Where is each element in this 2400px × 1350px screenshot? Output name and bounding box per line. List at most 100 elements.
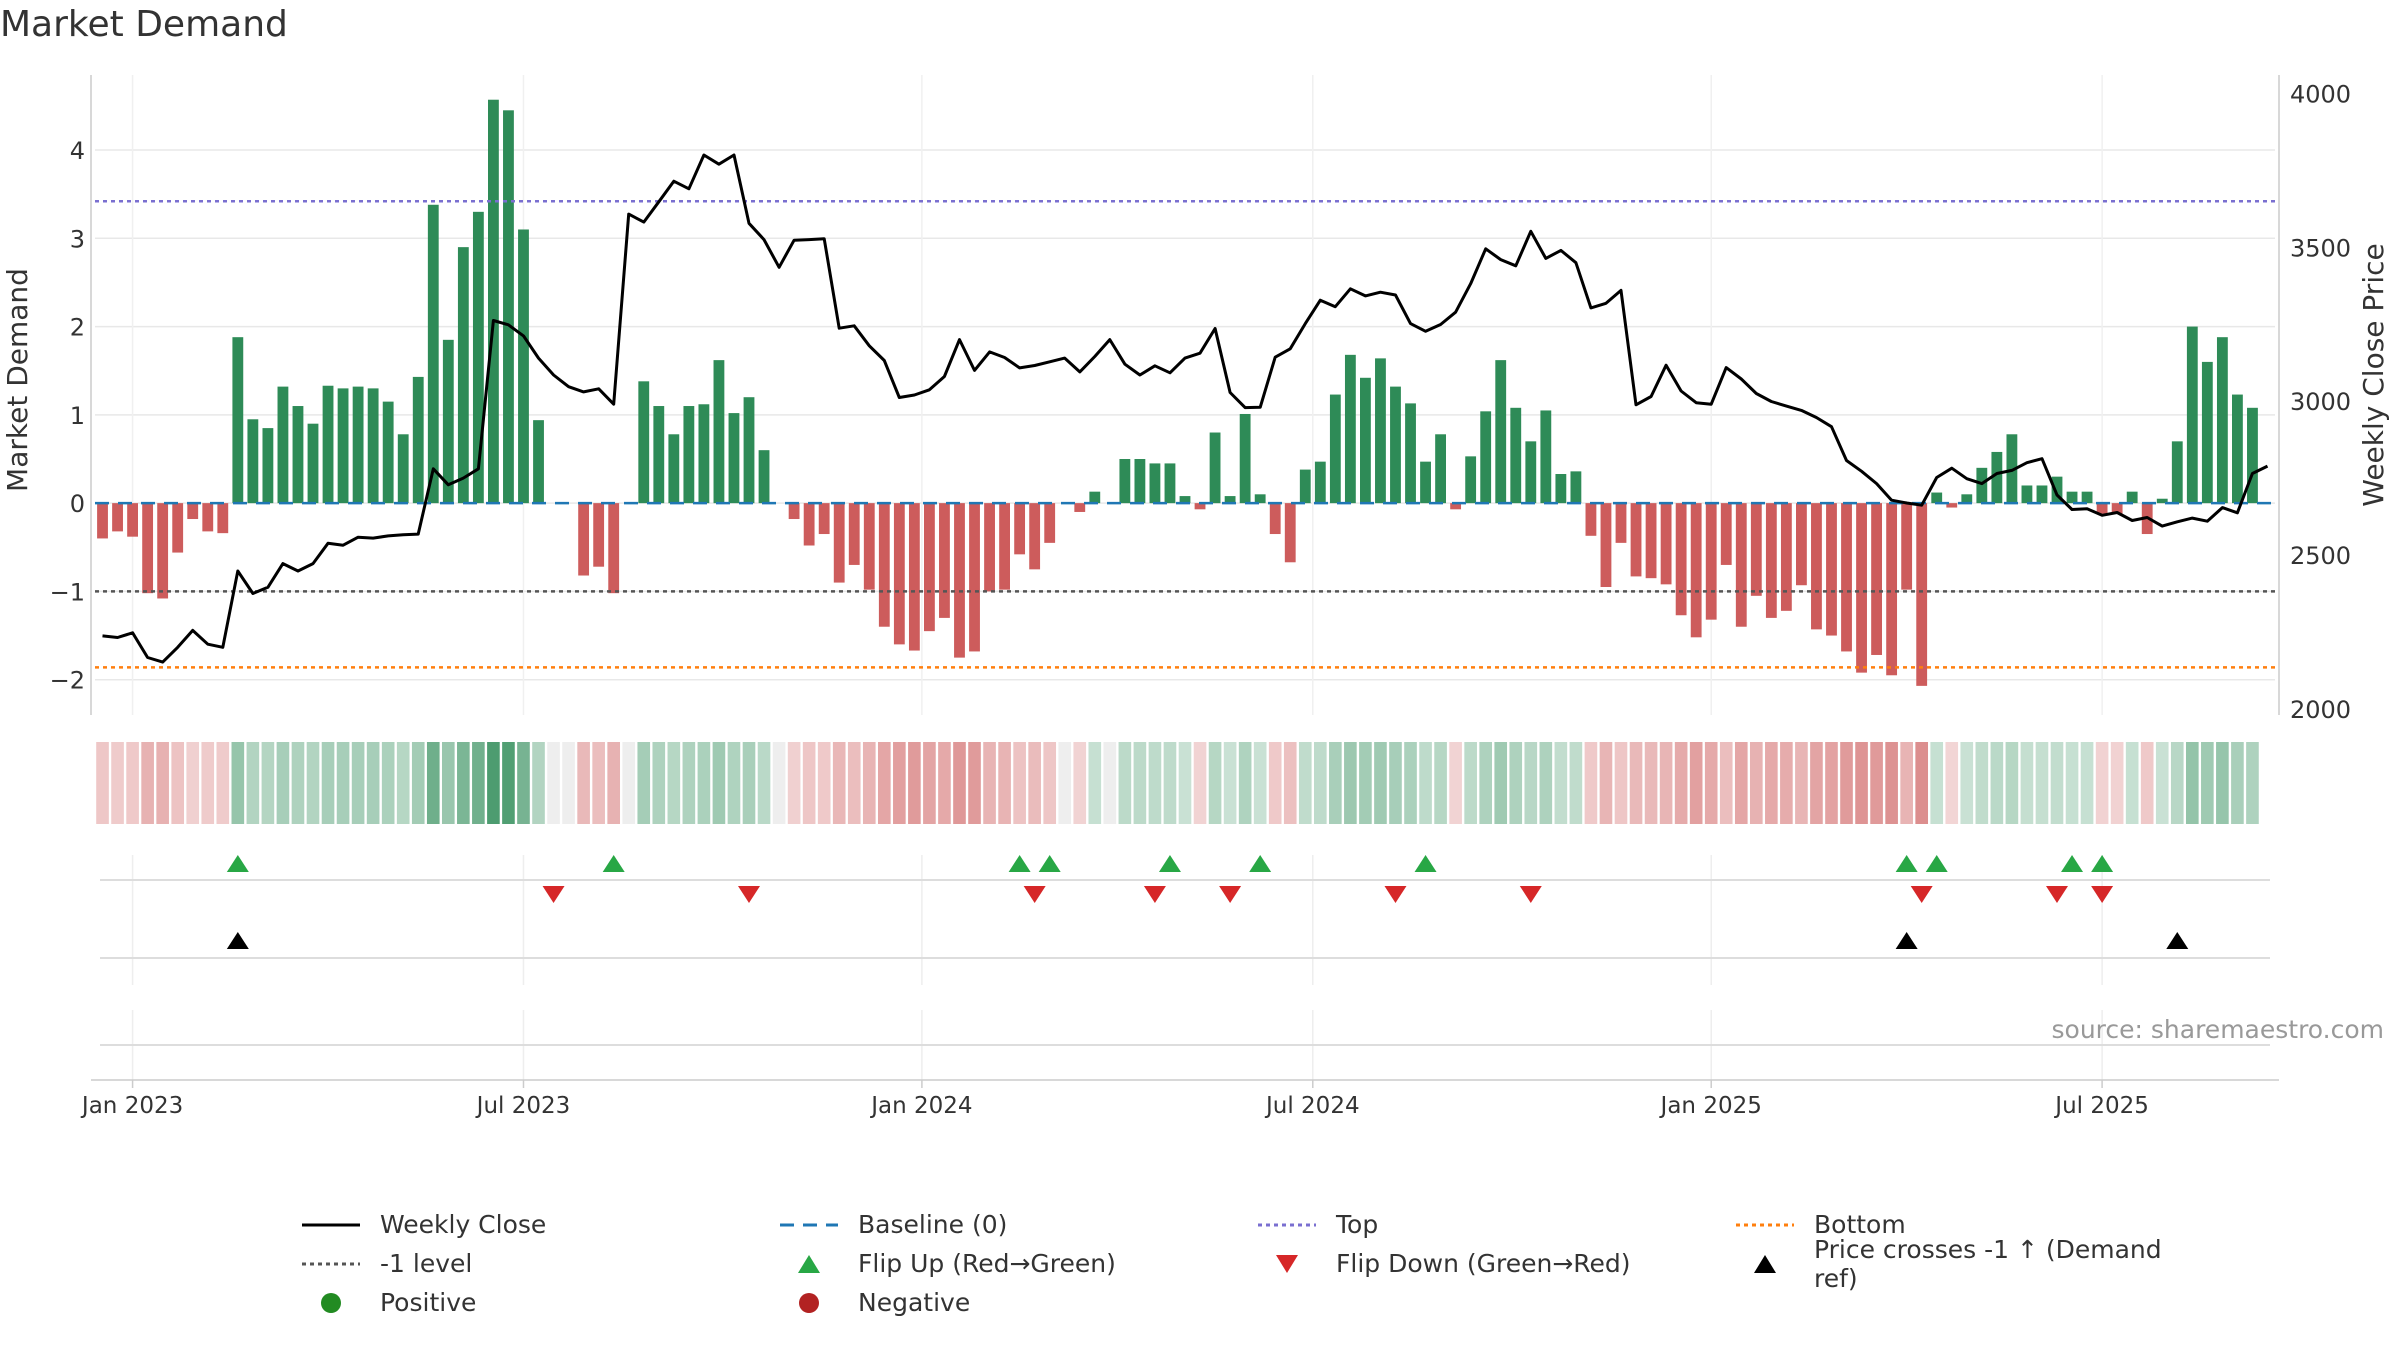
- positive-bar: [247, 419, 259, 504]
- heat-cell: [2216, 742, 2229, 824]
- heat-cell: [607, 742, 621, 824]
- heat-cell: [472, 742, 485, 824]
- positive-bar: [2186, 326, 2198, 504]
- heat-cell: [261, 742, 275, 824]
- heat-cell: [1614, 742, 1628, 824]
- flip-up-marker: [602, 855, 625, 872]
- y-tick-label-left: 4: [70, 137, 85, 165]
- heat-cell: [637, 742, 651, 824]
- heat-cell: [411, 742, 425, 824]
- positive-bar: [2066, 491, 2078, 504]
- heat-cell: [712, 742, 726, 824]
- heat-cell: [1344, 742, 1357, 824]
- negative-bar: [187, 503, 199, 520]
- negative-bar: [788, 503, 800, 520]
- positive-bar: [2232, 394, 2243, 504]
- heat-cell: [141, 742, 154, 824]
- heat-cell: [622, 742, 636, 824]
- heat-cell: [1133, 742, 1147, 824]
- positive-bar: [2247, 407, 2258, 504]
- heat-cell: [1990, 742, 2004, 824]
- legend-item-top[interactable]: Top: [1256, 1210, 1734, 1239]
- heat-cell: [983, 742, 996, 824]
- negative-bar: [112, 503, 123, 532]
- negative-bar: [1826, 503, 1837, 636]
- heat-cell: [2140, 742, 2154, 824]
- y-tick-label-right: 2000: [2290, 696, 2351, 724]
- heat-cell: [1163, 742, 1177, 824]
- heat-cell: [321, 742, 335, 824]
- negative-bar: [172, 503, 184, 553]
- positive-bar: [728, 413, 740, 504]
- heat-cell: [1855, 742, 1868, 824]
- price-cross-marker: [1895, 932, 1918, 949]
- positive-bar: [488, 99, 499, 504]
- positive-bar: [367, 388, 379, 504]
- heat-cell: [1539, 742, 1553, 824]
- heat-cell: [111, 742, 124, 824]
- flip-down-marker: [542, 886, 565, 903]
- legend-item-flip-down[interactable]: Flip Down (Green→Red): [1256, 1249, 1734, 1278]
- heat-cell: [532, 742, 545, 824]
- negative-bar: [1720, 503, 1732, 565]
- heat-cell: [231, 742, 245, 824]
- legend-item-baseline[interactable]: Baseline (0): [778, 1210, 1256, 1239]
- legend-item-minus-one[interactable]: -1 level: [300, 1249, 778, 1278]
- heat-cell: [2065, 742, 2079, 824]
- heat-cell: [1043, 742, 1057, 824]
- negative-bar: [1886, 503, 1898, 676]
- circle-icon: [799, 1292, 819, 1313]
- price-cross-marker: [2166, 932, 2189, 949]
- demand-heat-strip: [96, 742, 2259, 824]
- positive-bar: [1435, 434, 1446, 504]
- heat-cell: [1960, 742, 1974, 824]
- heat-cell: [1945, 742, 1959, 824]
- positive-bar: [653, 406, 665, 504]
- heat-cell: [1780, 742, 1793, 824]
- heat-cell: [577, 742, 590, 824]
- legend-item-price-cross[interactable]: Price crosses -1 ↑ (Demand ref): [1734, 1235, 2212, 1293]
- heat-cell: [802, 742, 816, 824]
- positive-bar: [1149, 463, 1161, 504]
- heat-cell: [652, 742, 666, 824]
- dotted-line-icon: [1736, 1223, 1794, 1226]
- legend-item-weekly-close[interactable]: Weekly Close: [300, 1210, 778, 1239]
- heat-cell: [2005, 742, 2019, 824]
- negative-bar: [157, 503, 169, 599]
- heat-cell: [1749, 742, 1763, 824]
- y-tick-label-right: 2500: [2290, 542, 2351, 570]
- negative-bar: [1735, 503, 1747, 627]
- positive-bar: [518, 229, 529, 504]
- legend-item-bottom[interactable]: Bottom: [1734, 1210, 2212, 1239]
- heat-cell: [1870, 742, 1883, 824]
- heat-cell: [1404, 742, 1417, 824]
- negative-bar: [1645, 503, 1657, 579]
- triangle-up-icon: [798, 1254, 820, 1273]
- price-cross-marker: [226, 932, 249, 949]
- negative-bar: [1585, 503, 1597, 536]
- heat-cell: [216, 742, 230, 824]
- legend-item-flip-up[interactable]: Flip Up (Red→Green): [778, 1249, 1256, 1278]
- heat-cell: [953, 742, 966, 824]
- heat-cell: [366, 742, 380, 824]
- negative-bar: [2111, 503, 2123, 514]
- heat-cell: [742, 742, 756, 824]
- flip-down-marker: [1143, 886, 1166, 903]
- legend-label: Baseline (0): [858, 1210, 1008, 1239]
- positive-bar: [1976, 467, 1988, 504]
- heat-cell: [862, 742, 876, 824]
- negative-bar: [999, 503, 1010, 590]
- negative-bar: [2096, 503, 2108, 514]
- heat-cell: [201, 742, 215, 824]
- y-tick-label-left: 0: [70, 490, 85, 518]
- legend-item-positive[interactable]: Positive: [300, 1288, 778, 1317]
- negative-bar: [954, 503, 965, 658]
- demand-bars: [97, 99, 2258, 686]
- heat-cell: [426, 742, 440, 824]
- heat-cell: [2170, 742, 2184, 824]
- heat-cell: [923, 742, 936, 824]
- negative-bar: [1780, 503, 1792, 611]
- positive-bar: [322, 385, 334, 504]
- legend-item-negative[interactable]: Negative: [778, 1288, 1256, 1317]
- heat-cell: [727, 742, 741, 824]
